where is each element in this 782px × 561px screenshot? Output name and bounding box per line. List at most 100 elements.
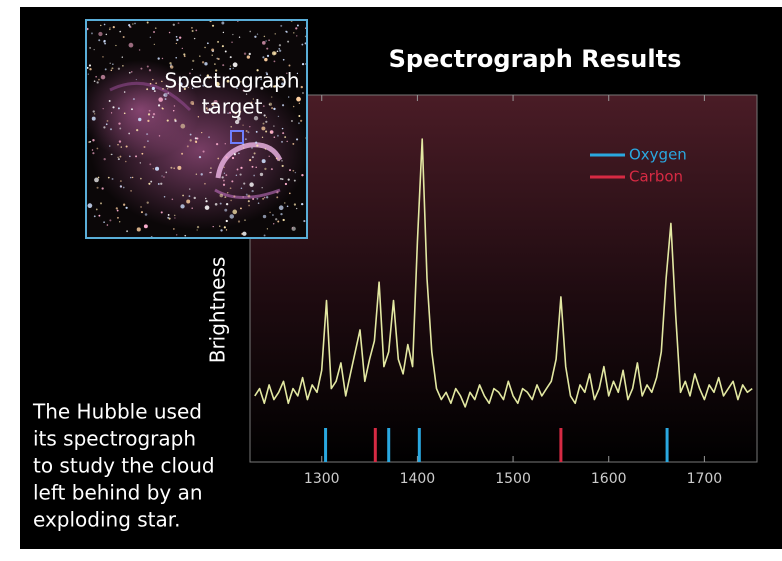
star: [224, 50, 227, 53]
star: [222, 31, 225, 34]
star: [125, 206, 128, 209]
star: [201, 61, 205, 64]
star: [301, 43, 304, 46]
star: [144, 213, 148, 216]
star: [148, 109, 151, 112]
star: [158, 135, 161, 137]
star: [189, 188, 191, 190]
star: [295, 27, 298, 30]
star: [217, 40, 220, 43]
star: [128, 71, 131, 74]
star: [132, 23, 134, 25]
star: [152, 116, 154, 118]
star: [269, 211, 271, 214]
star: [248, 204, 250, 207]
star: [161, 57, 164, 60]
star: [224, 208, 228, 212]
star: [189, 133, 192, 136]
star: [282, 58, 285, 61]
star: [255, 166, 257, 169]
x-tick-label: 1400: [400, 471, 436, 487]
star: [96, 147, 99, 150]
star: [232, 62, 238, 68]
star: [270, 131, 272, 134]
star: [273, 107, 276, 111]
star: [122, 186, 125, 189]
star: [205, 200, 208, 203]
star: [229, 56, 232, 59]
star: [136, 129, 139, 132]
caption-line: The Hubble used: [32, 400, 202, 424]
star: [219, 193, 224, 198]
star: [196, 137, 199, 140]
star: [276, 191, 279, 194]
star: [119, 155, 122, 158]
star: [154, 27, 157, 29]
star: [289, 192, 291, 195]
star: [245, 129, 248, 133]
star: [116, 216, 119, 219]
star: [286, 205, 289, 208]
star: [94, 113, 96, 115]
star: [272, 214, 274, 216]
star: [109, 62, 111, 64]
star: [238, 152, 240, 155]
star: [278, 48, 281, 50]
x-tick-label: 1700: [687, 471, 723, 487]
star: [276, 50, 279, 53]
star: [243, 52, 247, 55]
star: [222, 183, 226, 186]
star: [229, 65, 232, 67]
star: [183, 55, 186, 58]
star: [138, 49, 141, 51]
caption-line: left behind by an: [33, 481, 203, 505]
star: [231, 156, 235, 160]
star: [112, 106, 115, 109]
star: [181, 152, 184, 155]
star: [202, 150, 205, 153]
star: [208, 108, 212, 112]
star: [265, 130, 268, 133]
star: [92, 152, 95, 155]
star: [233, 153, 236, 156]
star: [260, 78, 263, 81]
star: [276, 196, 279, 199]
star: [232, 67, 234, 69]
caption-line: exploding star.: [33, 508, 181, 532]
star: [121, 56, 123, 58]
star: [173, 214, 176, 217]
star: [182, 194, 184, 197]
star: [273, 60, 276, 63]
star: [98, 78, 100, 81]
star: [205, 107, 208, 109]
star: [222, 64, 225, 67]
star: [261, 136, 264, 138]
star: [174, 119, 177, 123]
star: [117, 67, 121, 70]
star: [265, 196, 269, 199]
star: [108, 100, 111, 102]
star: [252, 98, 254, 100]
star: [242, 90, 245, 92]
star: [193, 196, 196, 200]
star: [104, 42, 107, 45]
star: [112, 63, 114, 65]
star: [281, 164, 284, 168]
star: [234, 119, 240, 125]
star: [273, 85, 276, 88]
star: [122, 36, 125, 39]
star: [242, 231, 247, 236]
star: [264, 148, 267, 150]
star: [246, 55, 251, 59]
star: [123, 112, 126, 115]
star: [281, 127, 284, 130]
star: [278, 205, 284, 211]
star: [143, 224, 148, 229]
star: [116, 209, 119, 212]
nebula-filament: [109, 81, 192, 112]
star: [282, 132, 285, 135]
star: [223, 172, 226, 174]
star: [147, 140, 149, 142]
star: [245, 111, 248, 113]
star: [161, 107, 163, 109]
